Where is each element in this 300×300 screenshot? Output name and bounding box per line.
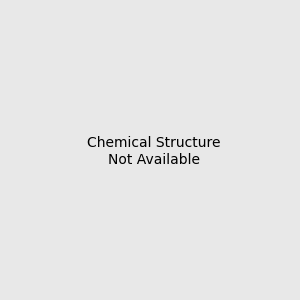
Text: Chemical Structure
Not Available: Chemical Structure Not Available — [87, 136, 220, 166]
